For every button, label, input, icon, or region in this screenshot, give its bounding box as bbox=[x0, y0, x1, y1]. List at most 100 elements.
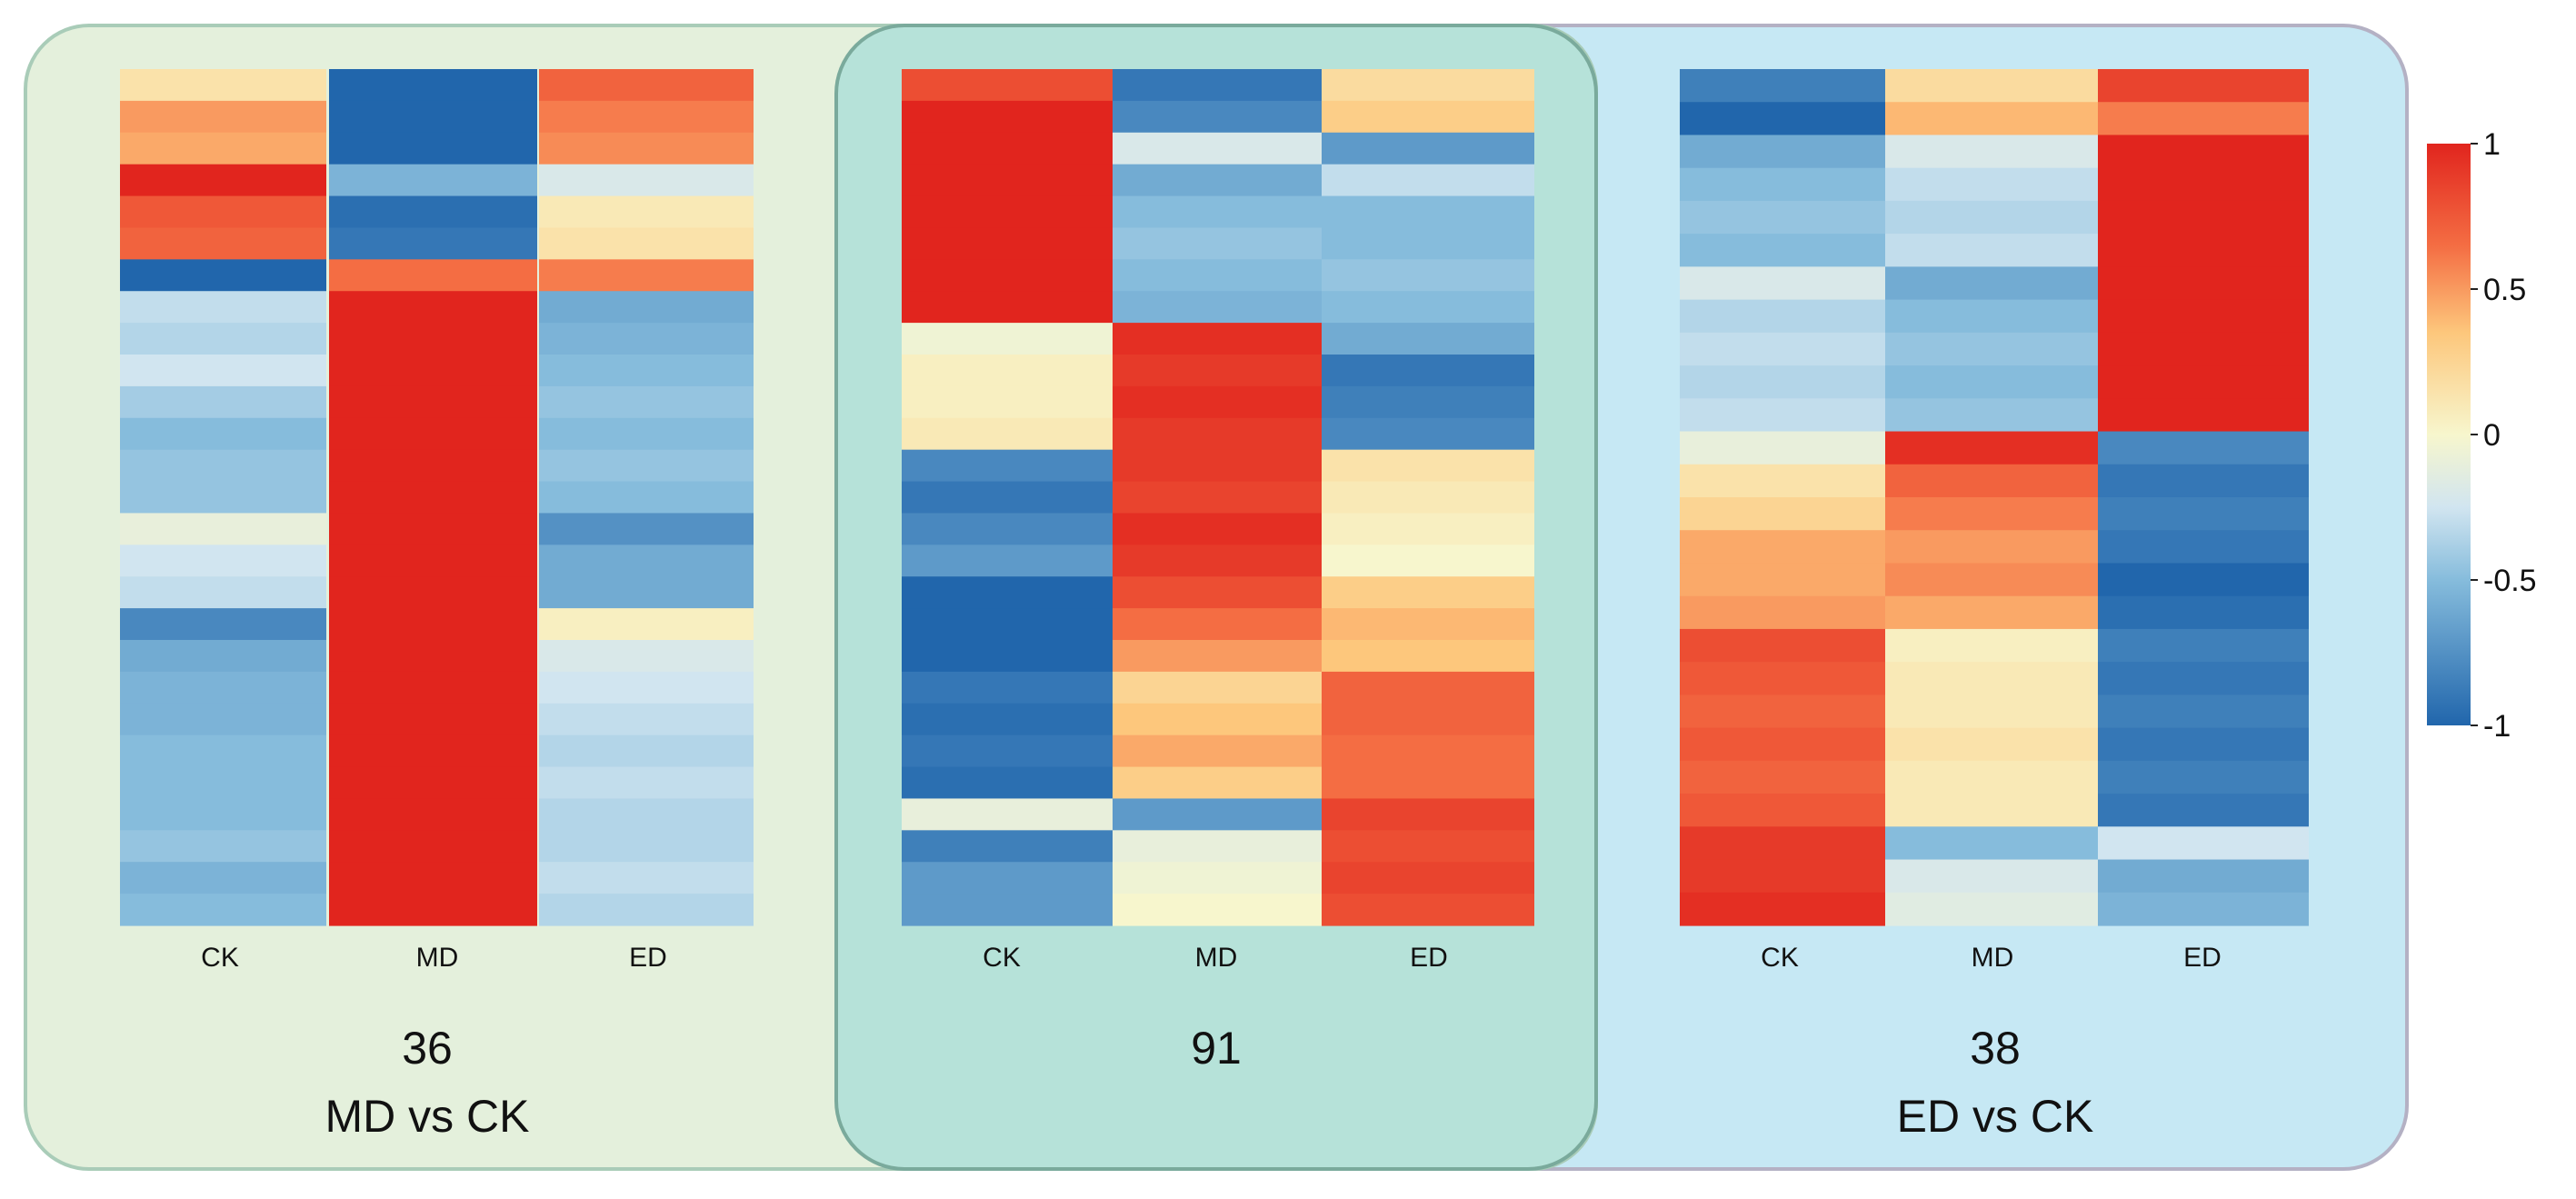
heatmap-cell bbox=[902, 576, 1113, 609]
heatmap-cell bbox=[1113, 164, 1322, 197]
heatmap-cell bbox=[1322, 355, 1534, 387]
heatmap-cell bbox=[902, 449, 1113, 483]
heatmap-cell bbox=[1322, 830, 1534, 863]
heatmap-cell bbox=[1680, 69, 1885, 103]
heatmap-cell bbox=[902, 417, 1113, 451]
heatmap-cell bbox=[2098, 431, 2309, 465]
heatmap-cell bbox=[902, 291, 1113, 324]
heatmap-cell bbox=[539, 481, 754, 515]
heatmap-cell bbox=[1680, 102, 1885, 136]
heatmap-cell bbox=[1113, 385, 1322, 419]
heatmap-cell bbox=[1885, 595, 2098, 630]
heatmap-cell bbox=[1322, 132, 1534, 165]
heatmap-cell bbox=[1680, 727, 1885, 762]
heatmap-cell bbox=[2098, 727, 2309, 762]
heatmap-cell bbox=[539, 132, 754, 165]
heatmap-cell bbox=[539, 417, 754, 451]
heatmap-cell bbox=[1885, 497, 2098, 531]
heatmap-cell bbox=[329, 100, 537, 134]
heatmap-cell bbox=[902, 385, 1113, 419]
heatmap-cell bbox=[902, 195, 1113, 229]
heatmap-cell bbox=[1113, 259, 1322, 292]
heatmap-cell bbox=[1680, 431, 1885, 465]
heatmap-cell bbox=[539, 862, 754, 894]
col-label-ed: ED bbox=[1410, 943, 1448, 973]
heatmap-cell bbox=[1680, 464, 1885, 498]
heatmap-cell bbox=[902, 830, 1113, 863]
heatmap-cell bbox=[120, 798, 326, 831]
count-ed-vs-ck: 38 bbox=[1970, 1023, 2021, 1074]
heatmap-cell bbox=[1322, 449, 1534, 483]
heatmap-cell bbox=[329, 132, 537, 165]
heatmap-cell bbox=[120, 608, 326, 641]
heatmap-cell bbox=[539, 766, 754, 800]
heatmap-cell bbox=[120, 576, 326, 609]
heatmap-cell bbox=[1680, 332, 1885, 366]
color-legend-bar bbox=[2427, 144, 2471, 725]
heatmap-cell bbox=[902, 481, 1113, 515]
heatmap-cell bbox=[1113, 69, 1322, 102]
heatmap-cell bbox=[120, 830, 326, 863]
heatmap-cell bbox=[1322, 69, 1534, 102]
heatmap-cell bbox=[120, 734, 326, 768]
heatmap-cell bbox=[1322, 576, 1534, 609]
heatmap-cell bbox=[329, 894, 537, 926]
heatmap-cell bbox=[120, 259, 326, 292]
heatmap-cell bbox=[1113, 481, 1322, 515]
heatmap-cell bbox=[1680, 234, 1885, 267]
heatmap-cell bbox=[1113, 417, 1322, 451]
heatmap-cell bbox=[1322, 513, 1534, 545]
heatmap-cell bbox=[539, 576, 754, 609]
heatmap-cell bbox=[1680, 200, 1885, 235]
heatmap-cell bbox=[902, 355, 1113, 387]
heatmap-cell bbox=[329, 291, 537, 324]
heatmap-cell bbox=[1680, 794, 1885, 827]
heatmap-cell bbox=[1885, 727, 2098, 762]
heatmap-cell bbox=[329, 513, 537, 545]
heatmap-cell bbox=[1680, 497, 1885, 531]
heatmap-cell bbox=[1322, 734, 1534, 768]
heatmap-cell bbox=[2098, 135, 2309, 169]
heatmap-cell bbox=[329, 640, 537, 673]
heatmap-cell bbox=[2098, 365, 2309, 399]
heatmap-cell bbox=[902, 862, 1113, 894]
heatmap-cell bbox=[902, 608, 1113, 641]
heatmap-cell bbox=[2098, 826, 2309, 861]
heatmap-cell bbox=[1113, 894, 1322, 926]
heatmap-cell bbox=[1885, 530, 2098, 565]
heatmap-cell bbox=[1885, 167, 2098, 202]
heatmap-cell bbox=[1113, 671, 1322, 704]
heatmap-cell bbox=[120, 69, 326, 102]
heatmap-cell bbox=[1885, 826, 2098, 861]
heatmap-cell bbox=[539, 100, 754, 134]
heatmap-cell bbox=[2098, 299, 2309, 334]
heatmap-cell bbox=[1113, 576, 1322, 609]
heatmap-cell bbox=[1322, 323, 1534, 355]
heatmap-cell bbox=[539, 608, 754, 641]
heatmap-cell bbox=[539, 227, 754, 260]
heatmap-cell bbox=[902, 132, 1113, 165]
heatmap-cell bbox=[1680, 595, 1885, 630]
heatmap-cell bbox=[1322, 703, 1534, 736]
heatmap-cell bbox=[902, 798, 1113, 831]
legend-tick-label: -0.5 bbox=[2483, 564, 2537, 598]
heatmap-cell bbox=[539, 195, 754, 229]
heatmap-cell bbox=[902, 227, 1113, 260]
heatmap-cell bbox=[2098, 266, 2309, 301]
heatmap-cell bbox=[1680, 859, 1885, 894]
heatmap-cell bbox=[539, 259, 754, 292]
heatmap-cell bbox=[2098, 563, 2309, 597]
heatmap-cell bbox=[2098, 628, 2309, 663]
heatmap-cell bbox=[1322, 640, 1534, 673]
heatmap-cell bbox=[1113, 449, 1322, 483]
heatmap-cell bbox=[1680, 826, 1885, 861]
col-label-ed: ED bbox=[629, 943, 667, 973]
heatmap-shared bbox=[902, 69, 1534, 926]
heatmap-cell bbox=[1113, 703, 1322, 736]
heatmap-cell bbox=[1113, 513, 1322, 545]
heatmap-cell bbox=[2098, 892, 2309, 926]
heatmap-cell bbox=[1322, 862, 1534, 894]
heatmap-cell bbox=[2098, 794, 2309, 827]
heatmap-cell bbox=[1322, 671, 1534, 704]
heatmap-cell bbox=[1113, 132, 1322, 165]
